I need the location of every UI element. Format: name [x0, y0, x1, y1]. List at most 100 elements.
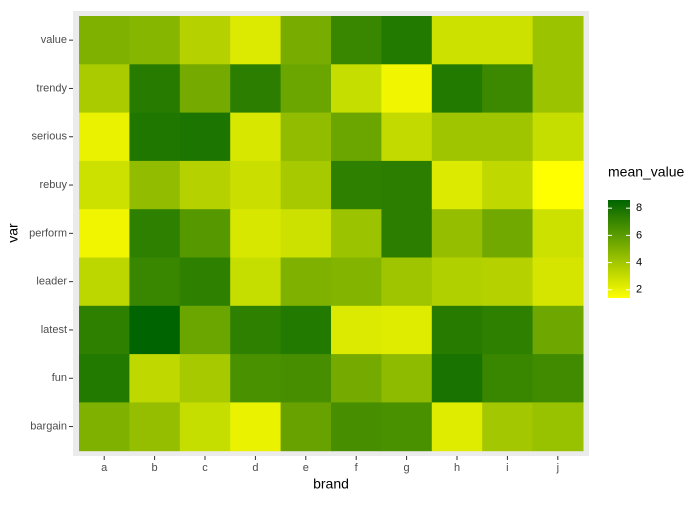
x-tick-label: g — [404, 462, 410, 474]
tile — [331, 257, 382, 307]
tile — [482, 305, 534, 355]
tile — [532, 112, 584, 162]
tile — [129, 354, 181, 403]
tile — [230, 64, 282, 114]
tile — [482, 112, 534, 162]
x-tick-label: j — [556, 462, 559, 474]
tile — [179, 305, 231, 355]
tile — [179, 209, 231, 258]
tile — [179, 402, 231, 452]
tile — [129, 64, 181, 114]
tile — [79, 257, 130, 307]
tile — [230, 354, 282, 403]
tile — [431, 305, 483, 355]
tile — [230, 160, 282, 210]
legend-colorbar — [608, 200, 630, 298]
tile — [482, 354, 534, 403]
tile — [129, 209, 181, 258]
tile — [79, 402, 130, 452]
tile — [431, 16, 483, 65]
tile — [381, 305, 433, 355]
tile — [532, 354, 584, 403]
tile — [331, 354, 382, 403]
tile — [381, 354, 433, 403]
tile — [482, 160, 534, 210]
tile — [331, 402, 382, 452]
y-tick-label: perform — [29, 227, 67, 239]
tile — [381, 209, 433, 258]
tile — [331, 64, 382, 114]
y-tick-label: serious — [32, 131, 68, 143]
tile — [280, 305, 332, 355]
x-tick-label: e — [303, 462, 309, 474]
tile — [79, 16, 130, 65]
tile — [179, 160, 231, 210]
y-tick-label: fun — [52, 372, 67, 384]
y-tick-label: value — [41, 34, 67, 46]
legend-tick-label: 4 — [636, 257, 642, 269]
tile — [331, 112, 382, 162]
tile — [381, 160, 433, 210]
tile — [482, 64, 534, 114]
tile — [532, 305, 584, 355]
tile — [280, 402, 332, 452]
tile — [79, 160, 130, 210]
x-tick-label: h — [454, 462, 460, 474]
tile — [331, 305, 382, 355]
legend-title: mean_value — [608, 164, 684, 180]
tile — [482, 402, 534, 452]
y-tick-label: leader — [36, 276, 67, 288]
tile — [431, 402, 483, 452]
legend-tick-label: 6 — [636, 229, 642, 241]
tile — [179, 16, 231, 65]
tile — [79, 354, 130, 403]
tile — [129, 305, 181, 355]
x-tick-label: b — [152, 462, 158, 474]
tile — [431, 160, 483, 210]
tile — [280, 160, 332, 210]
tile — [532, 209, 584, 258]
x-tick-label: c — [202, 462, 208, 474]
tile — [331, 16, 382, 65]
tile — [129, 112, 181, 162]
tile — [230, 209, 282, 258]
tile — [381, 402, 433, 452]
tile — [482, 16, 534, 65]
tile — [129, 16, 181, 65]
tile — [381, 16, 433, 65]
tile — [79, 112, 130, 162]
tile — [179, 64, 231, 114]
tile — [230, 112, 282, 162]
tile — [482, 257, 534, 307]
tile — [482, 209, 534, 258]
tile — [129, 257, 181, 307]
legend-tick-label: 2 — [636, 284, 642, 296]
tile — [381, 64, 433, 114]
tile — [431, 64, 483, 114]
tile — [331, 160, 382, 210]
tile — [230, 16, 282, 65]
tile — [532, 16, 584, 65]
tile — [230, 402, 282, 452]
tile — [280, 64, 332, 114]
legend-tick-label: 8 — [636, 202, 642, 214]
tile — [381, 257, 433, 307]
tile — [79, 64, 130, 114]
tile — [532, 257, 584, 307]
tile — [280, 209, 332, 258]
tile — [280, 112, 332, 162]
tile — [230, 305, 282, 355]
tile — [381, 112, 433, 162]
x-tick-label: i — [506, 462, 508, 474]
tile — [230, 257, 282, 307]
tile — [280, 257, 332, 307]
tile — [79, 305, 130, 355]
tile — [431, 257, 483, 307]
y-tick-label: bargain — [30, 420, 67, 432]
x-tick-label: a — [101, 462, 108, 474]
x-tick-label: f — [355, 462, 359, 474]
tile — [179, 257, 231, 307]
tile — [331, 209, 382, 258]
tile — [431, 209, 483, 258]
tile — [280, 354, 332, 403]
